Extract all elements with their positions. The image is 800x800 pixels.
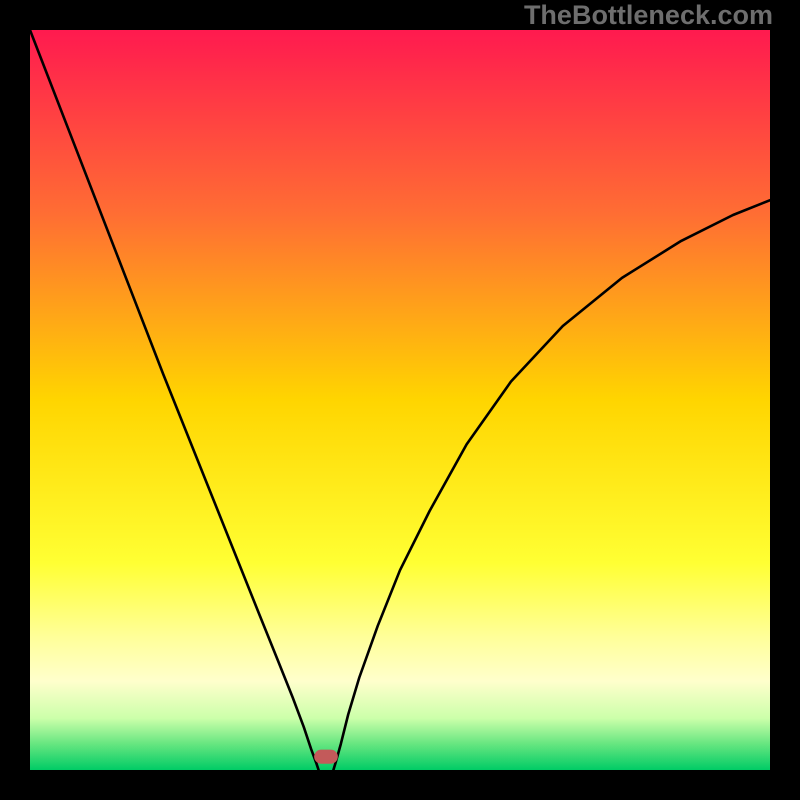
outer-frame: TheBottleneck.com (0, 0, 800, 800)
gradient-background (30, 30, 770, 770)
optimal-marker (314, 750, 338, 764)
chart-svg (30, 30, 770, 770)
watermark-text: TheBottleneck.com (524, 0, 773, 31)
plot-area (30, 30, 770, 770)
